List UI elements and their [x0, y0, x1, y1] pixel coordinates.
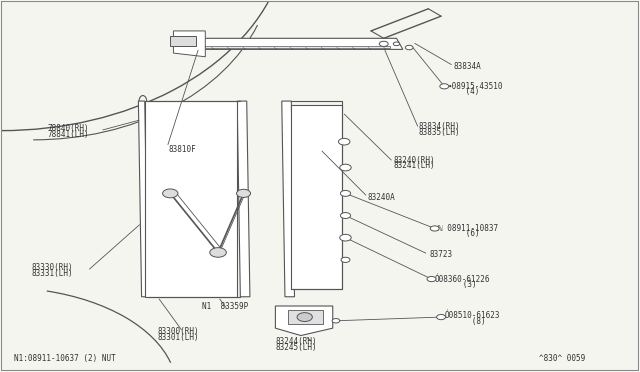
Circle shape — [297, 312, 312, 321]
Text: 83300(RH): 83300(RH) — [157, 327, 199, 336]
Polygon shape — [138, 101, 148, 297]
Text: ^830^ 0059: ^830^ 0059 — [539, 355, 585, 363]
Circle shape — [405, 45, 413, 50]
Circle shape — [440, 84, 449, 89]
Text: 83240(RH): 83240(RH) — [394, 155, 435, 165]
Circle shape — [394, 42, 399, 46]
Circle shape — [163, 189, 178, 198]
Text: 83240A: 83240A — [368, 193, 396, 202]
Bar — [291, 105, 342, 289]
Circle shape — [430, 226, 439, 231]
Text: (8): (8) — [444, 317, 486, 326]
Text: 83241(LH): 83241(LH) — [394, 161, 435, 170]
Circle shape — [332, 318, 340, 323]
Text: ∙08915-43510: ∙08915-43510 — [447, 82, 503, 91]
Text: 83834A: 83834A — [454, 61, 481, 71]
Text: (6): (6) — [438, 230, 479, 238]
Text: 78840(RH): 78840(RH) — [47, 124, 89, 133]
Text: ℕ 08911-10837: ℕ 08911-10837 — [438, 224, 498, 233]
Text: 83723: 83723 — [429, 250, 452, 259]
Text: 83810F: 83810F — [168, 145, 196, 154]
Text: 83834(RH): 83834(RH) — [419, 122, 460, 131]
Polygon shape — [173, 31, 205, 57]
Circle shape — [340, 212, 351, 218]
Circle shape — [340, 234, 351, 241]
Circle shape — [341, 257, 350, 262]
Circle shape — [340, 164, 351, 171]
Bar — [145, 101, 237, 297]
Circle shape — [210, 248, 227, 257]
Circle shape — [436, 314, 445, 320]
Circle shape — [339, 138, 350, 145]
Polygon shape — [237, 101, 250, 297]
Text: 83330(RH): 83330(RH) — [32, 263, 74, 272]
Polygon shape — [275, 306, 333, 336]
Text: N1  83359P: N1 83359P — [202, 302, 248, 311]
Text: (4): (4) — [447, 87, 480, 96]
Text: 83301(LH): 83301(LH) — [157, 333, 199, 342]
Bar — [170, 36, 196, 46]
Text: 83244(RH): 83244(RH) — [275, 337, 317, 346]
Text: 83245(LH): 83245(LH) — [275, 343, 317, 352]
Text: 83331(LH): 83331(LH) — [32, 269, 74, 278]
Polygon shape — [193, 38, 403, 49]
Text: 78841(LH): 78841(LH) — [47, 130, 89, 139]
Bar — [288, 310, 323, 324]
Text: N1:08911-10637 (2) NUT: N1:08911-10637 (2) NUT — [14, 355, 116, 363]
Polygon shape — [205, 46, 390, 48]
Text: Ó08360-61226: Ó08360-61226 — [435, 275, 490, 283]
Circle shape — [380, 41, 388, 46]
Circle shape — [427, 276, 436, 282]
Polygon shape — [282, 101, 294, 297]
Text: Ó08510-61623: Ó08510-61623 — [444, 311, 500, 320]
Circle shape — [340, 190, 351, 196]
Text: (3): (3) — [435, 280, 476, 289]
Text: 83835(LH): 83835(LH) — [419, 128, 460, 137]
Circle shape — [237, 189, 250, 198]
